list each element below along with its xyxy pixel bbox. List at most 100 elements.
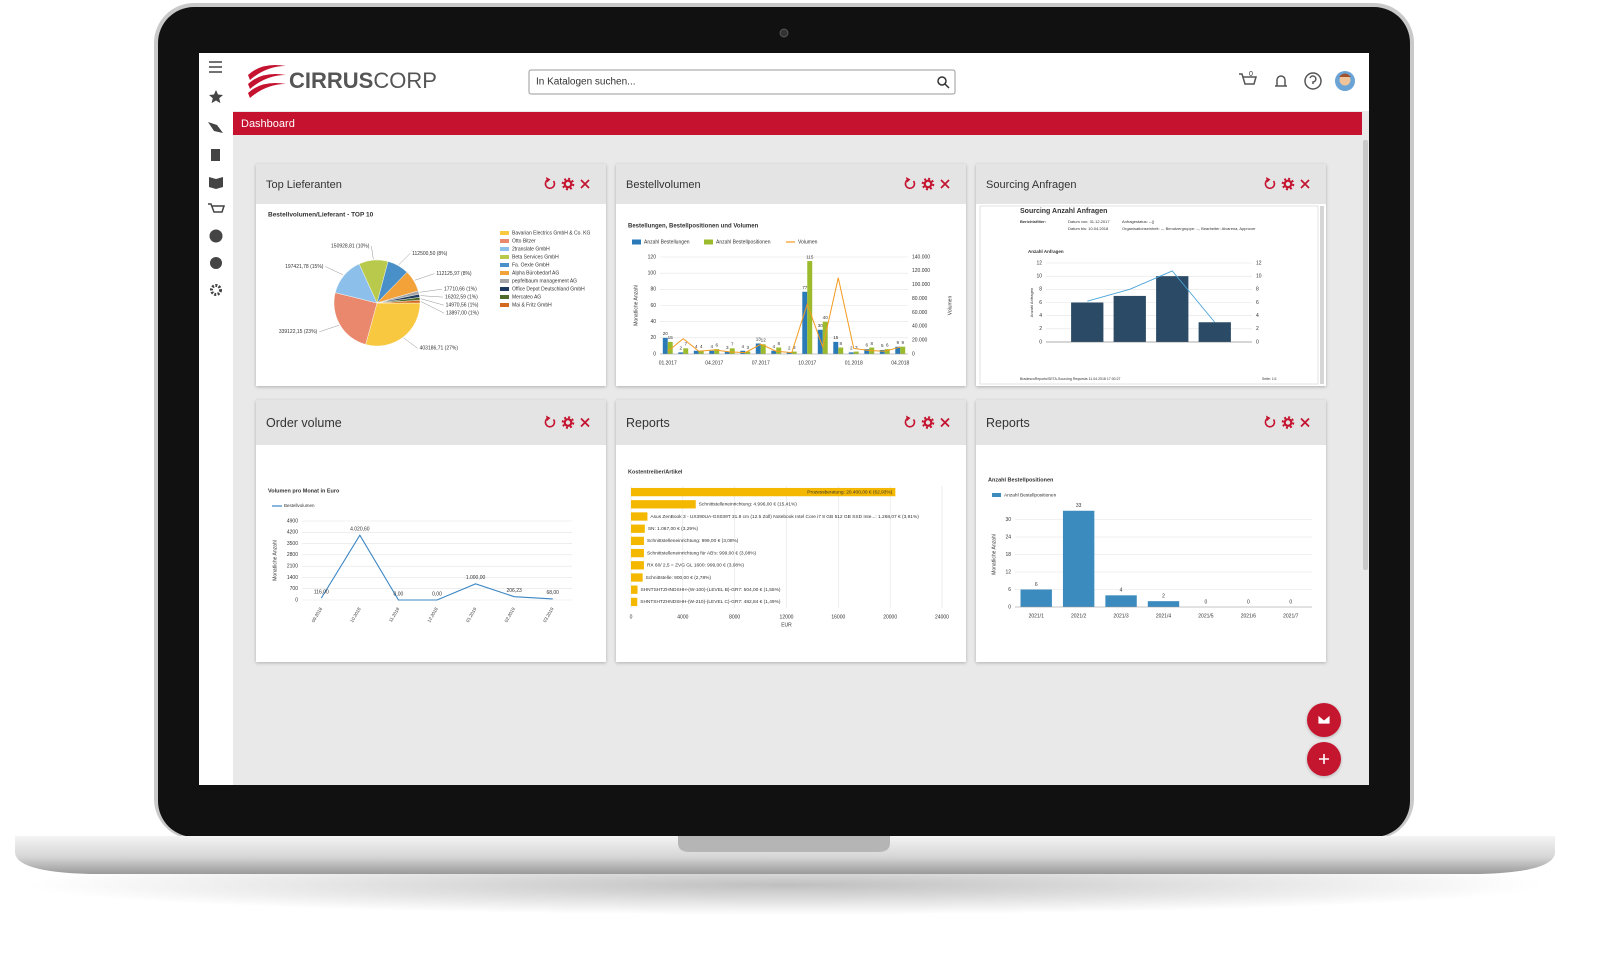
legend-swatch (500, 303, 509, 307)
report-page-label: Seite: 1/1 (1262, 377, 1277, 381)
bar (1020, 589, 1052, 607)
refresh-button[interactable] (1264, 178, 1276, 190)
y-tick-label: 0 (1008, 604, 1011, 610)
bar (683, 348, 689, 354)
data-label: 1.000,00 (466, 575, 486, 581)
bar (631, 573, 643, 582)
data-label: Schnittstelle: 900,00 € (2,78%) (646, 575, 712, 581)
y-tick-label: 0 (1256, 339, 1259, 345)
cart-icon[interactable] (208, 203, 226, 213)
refresh-button[interactable] (904, 417, 916, 428)
y-tick-label: 0 (653, 351, 656, 357)
bar (802, 291, 808, 354)
bar (729, 348, 735, 354)
y-tick-label: 6 (1008, 587, 1011, 593)
axis-label: Anzahl Anfragen (1029, 288, 1034, 317)
data-label: Schnittstelleneinrichtung: 4.996,00 € (1… (699, 502, 798, 508)
book-icon[interactable] (209, 177, 223, 189)
close-button[interactable] (580, 417, 590, 428)
data-label: 13897,00 (1%) (446, 310, 479, 316)
settings-button[interactable] (563, 418, 573, 427)
data-label: 3 (746, 345, 749, 350)
bell-icon[interactable] (1275, 75, 1287, 87)
data-label: 7 (731, 342, 734, 347)
legend-label: Anzahl Bestellungen (644, 239, 690, 245)
refresh-button[interactable] (1264, 417, 1276, 428)
close-button[interactable] (940, 179, 950, 189)
data-label: SN: 1.067,00 € (3,29%) (648, 526, 699, 532)
y-tick-label: 18 (1005, 552, 1011, 558)
database-icon[interactable] (210, 257, 222, 269)
x-tick-label: 01.2017 (659, 360, 677, 366)
data-label: 12 (761, 338, 767, 343)
orders-icon[interactable] (211, 149, 220, 161)
refresh-button[interactable] (904, 178, 916, 190)
y-tick-label: 120.000 (912, 268, 930, 274)
legend-label: 2translate GmbH (512, 246, 550, 252)
favorites-icon[interactable] (209, 90, 223, 104)
refresh-button[interactable] (544, 417, 556, 428)
legend-swatch (500, 255, 509, 259)
widget-title: Sourcing Anfragen (986, 179, 1077, 191)
data-label: 4 (741, 344, 744, 349)
data-label: 17710,66 (1%) (444, 286, 477, 292)
menu-icon[interactable] (209, 61, 222, 73)
leader-line (420, 298, 444, 306)
legend-swatch (992, 493, 1001, 497)
bar (848, 352, 854, 354)
close-button[interactable] (1300, 179, 1310, 189)
bar (631, 536, 644, 546)
settings-icon[interactable] (210, 284, 222, 296)
cart-icon[interactable] (1239, 73, 1257, 85)
settings-button[interactable] (1283, 179, 1293, 189)
settings-button[interactable] (923, 418, 933, 427)
catalog-icon[interactable] (208, 122, 223, 133)
avatar-hair (1339, 73, 1351, 77)
y-tick-label: 30 (1005, 517, 1011, 523)
help-icon[interactable] (1304, 72, 1322, 90)
chart-title: Bestellvolumen/Lieferant - TOP 10 (268, 212, 374, 219)
widget-header (256, 164, 606, 204)
refresh-button[interactable] (544, 178, 556, 190)
settings-button[interactable] (923, 179, 933, 189)
legend-label: Mai & Fritz GmbH (512, 302, 552, 308)
scrollbar (1363, 140, 1368, 570)
search-icon[interactable] (937, 76, 950, 89)
close-button[interactable] (1300, 417, 1310, 428)
data-label: 115 (806, 254, 814, 259)
leader-line (419, 288, 443, 293)
search-box[interactable] (528, 69, 956, 95)
y-tick-label: 100.000 (912, 282, 930, 288)
x-tick-label: 12000 (780, 614, 794, 620)
y-tick-label: 6 (1256, 300, 1259, 306)
settings-button[interactable] (563, 179, 573, 189)
legend-label: Otto Bitzer (512, 238, 536, 244)
widget-title: Reports (986, 416, 1030, 430)
filter-text: Datum von: 31.12.2017 (1068, 219, 1110, 224)
logo: CIRRUSCORP (289, 68, 437, 93)
bar (631, 512, 648, 521)
y-tick-label: 140.000 (912, 254, 930, 260)
report-title: Sourcing Anzahl Anfragen (1020, 208, 1107, 215)
y-tick-label: 2 (1039, 326, 1042, 332)
settings-teeth (561, 177, 575, 191)
legend-swatch (704, 239, 713, 245)
close-button[interactable] (580, 179, 590, 189)
cart-count: 0 (1249, 71, 1253, 78)
data-label: 68,00 (546, 590, 559, 596)
data-label: 339122,15 (23%) (279, 329, 318, 335)
x-tick-label: 2021/5 (1198, 613, 1214, 619)
y-tick-label: 40 (650, 319, 656, 325)
data-label: 4 (695, 344, 698, 349)
bar (745, 351, 751, 354)
axis-label: Monatliche Anzahl (991, 534, 997, 575)
widget-title: Reports (626, 416, 670, 430)
settings-button[interactable] (1283, 418, 1293, 427)
report-icon[interactable] (209, 229, 223, 243)
leader-line (319, 325, 340, 333)
close-button[interactable] (940, 417, 950, 428)
pie-slice (333, 292, 378, 345)
legend-label: Mercateo AG (512, 294, 541, 300)
widget-header (256, 400, 606, 445)
